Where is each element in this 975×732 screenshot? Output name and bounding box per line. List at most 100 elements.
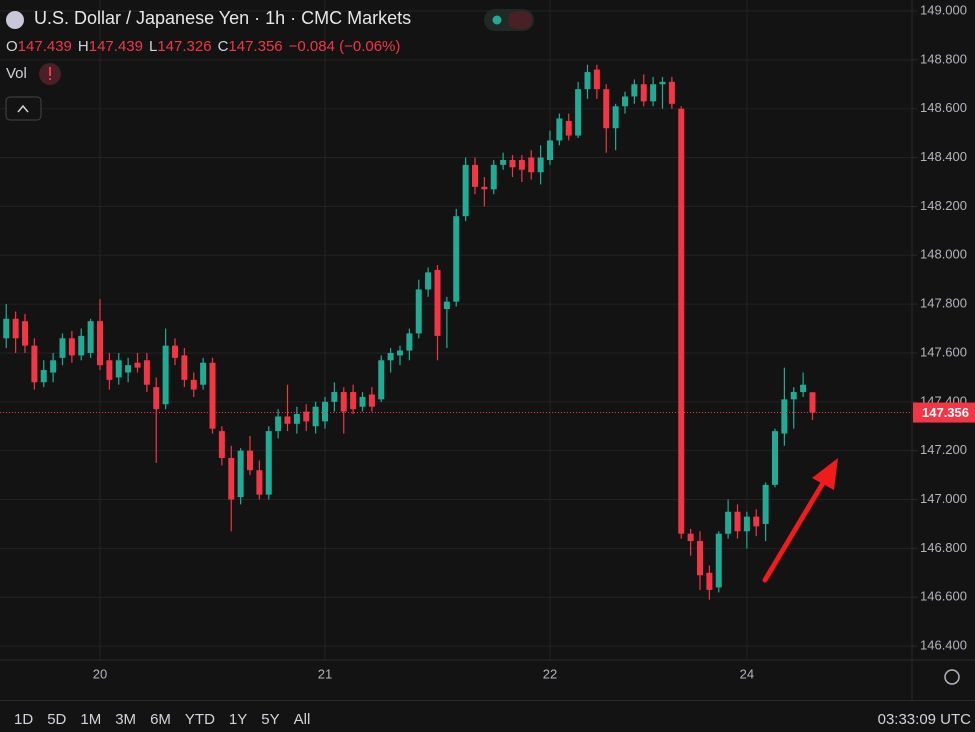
ohlc-value: 147.356 — [228, 38, 283, 55]
candle-body — [453, 216, 460, 302]
candle-body — [425, 272, 432, 290]
candle-body — [359, 396, 366, 407]
y-tick-label: 148.600 — [920, 100, 967, 115]
candle-body — [622, 96, 628, 107]
candle-body — [106, 360, 113, 380]
candle-body — [40, 370, 47, 383]
settings-button[interactable] — [944, 669, 960, 685]
range-button[interactable]: 6M — [150, 711, 171, 728]
chart: 146.400 146.600 146.800 147.000 147.200 147.4… — [0, 0, 975, 700]
candle-body — [631, 84, 638, 97]
candle-body — [162, 345, 169, 405]
y-tick-label: 149.000 — [920, 2, 967, 17]
candles — [0, 64, 912, 600]
status-icon — [508, 11, 532, 29]
status-dot — [492, 15, 502, 25]
candle-body — [190, 379, 197, 390]
candle-body — [50, 360, 57, 373]
ohlc-label: O — [6, 38, 18, 55]
candle-body — [181, 355, 188, 380]
candle-body — [153, 387, 160, 410]
range-button[interactable]: 5D — [47, 711, 67, 728]
candle-body — [312, 406, 319, 427]
candle-body — [265, 431, 272, 495]
ohlc-value: 147.439 — [88, 38, 143, 55]
ohlc-value: 147.326 — [157, 38, 212, 55]
bottom-toolbar: 1D 5D 1M 3M 6M YTD 1Y 5Y All 03:33:09 UTC — [0, 700, 975, 732]
candle-body — [247, 450, 253, 471]
range-button[interactable]: 5Y — [261, 711, 280, 728]
range-button[interactable]: 1Y — [228, 711, 248, 728]
axes: 146.400146.600146.800147.000147.200147.4… — [93, 2, 975, 681]
candle-body — [87, 321, 94, 353]
candle-body — [678, 108, 685, 534]
ohlc-label: H — [77, 38, 89, 55]
candle-body — [415, 289, 422, 334]
candle-body — [22, 321, 28, 346]
symbol-icon — [6, 11, 24, 29]
candle-body — [115, 360, 122, 378]
background — [0, 0, 975, 700]
candle-body — [772, 431, 778, 485]
candle-body — [200, 362, 207, 385]
candle-body — [387, 352, 394, 361]
candle-body — [518, 159, 525, 170]
candle-body — [537, 157, 544, 173]
range-button[interactable]: All — [293, 711, 311, 728]
candle-body — [12, 318, 19, 339]
candle-body — [781, 399, 788, 434]
candle-body — [275, 416, 282, 432]
annotation-arrow — [762, 475, 829, 583]
x-tick-label: 21 — [318, 666, 332, 681]
last-price-label: 147.356 — [922, 405, 969, 420]
candle-body — [78, 335, 85, 356]
candle-body — [481, 186, 488, 190]
candle-body — [697, 541, 703, 576]
y-tick-label: 147.200 — [920, 442, 967, 457]
candle-body — [303, 411, 310, 422]
range-button[interactable]: YTD — [184, 711, 215, 728]
candle-body — [68, 338, 75, 356]
clock: 03:33:09 UTC — [877, 711, 971, 728]
candle-body — [443, 301, 450, 309]
candle-body — [406, 333, 413, 351]
y-tick-label: 148.000 — [920, 247, 967, 262]
range-button[interactable]: 1M — [80, 711, 102, 728]
y-tick-label: 146.400 — [920, 638, 967, 653]
y-tick-label: 147.000 — [920, 491, 967, 506]
candle-body — [715, 533, 722, 588]
candle-body — [612, 106, 619, 129]
candle-body — [134, 362, 141, 368]
range-buttons: 1D 5D 1M 3M 6M YTD 1Y 5Y All — [14, 711, 310, 728]
y-tick-label: 148.800 — [920, 51, 967, 66]
x-tick-label: 20 — [93, 666, 107, 681]
range-button[interactable]: 1D — [14, 711, 34, 728]
candle-body — [143, 360, 150, 385]
range-button[interactable]: 3M — [115, 711, 137, 728]
y-tick-label: 146.600 — [920, 589, 967, 604]
y-tick-label: 146.800 — [920, 540, 967, 555]
candle-body — [500, 159, 507, 165]
candle-body — [687, 533, 694, 542]
candle-body — [528, 157, 535, 173]
candle-body — [603, 89, 610, 129]
collapse-button[interactable] — [5, 96, 42, 121]
ohlc-label: C — [217, 38, 229, 55]
candle-body — [734, 511, 741, 532]
candle-body — [350, 392, 357, 410]
volume-label: Vol — [6, 65, 27, 82]
candle-body — [172, 345, 178, 358]
candle-body — [790, 392, 797, 400]
collapse-icon — [17, 104, 29, 113]
ohlc-label: L — [148, 38, 158, 55]
candle-body — [659, 81, 666, 85]
x-tick-label: 22 — [543, 666, 557, 681]
chart-title: U.S. Dollar / Japanese Yen · 1h · CMC Ma… — [34, 8, 412, 28]
candle-body — [809, 392, 816, 413]
candle-body — [753, 516, 760, 527]
candle-body — [293, 414, 300, 424]
y-tick-label: 147.600 — [920, 344, 967, 359]
candle-body — [228, 457, 235, 500]
candle-body — [284, 416, 291, 424]
candle-body — [668, 81, 675, 104]
